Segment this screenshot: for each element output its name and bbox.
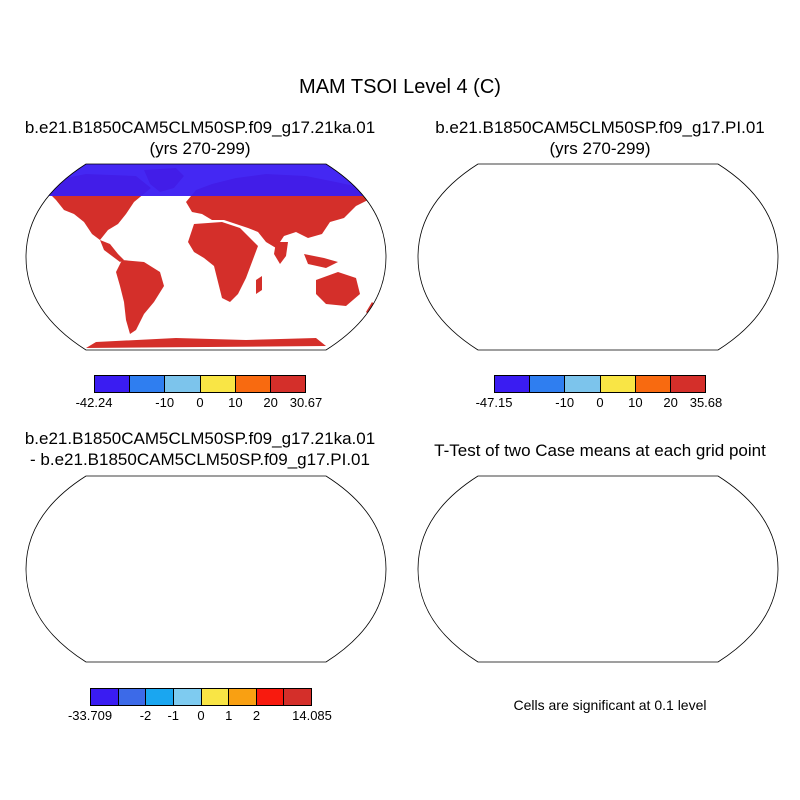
significance-note: Cells are significant at 0.1 level — [513, 697, 707, 713]
colorbar-tr-label: 0 — [596, 395, 604, 410]
panel-tl-title-line2: (yrs 270-299) — [149, 139, 251, 158]
colorbar-tl-label: 20 — [263, 395, 278, 410]
panel-tl-title: b.e21.B1850CAM5CLM50SP.f09_g17.21ka.01 (… — [0, 117, 400, 159]
colorbar-tl-label: 30.67 — [289, 395, 323, 410]
figure-title: MAM TSOI Level 4 (C) — [299, 76, 501, 98]
colorbar-bl-swatch-1 — [118, 689, 147, 705]
colorbar-tr-swatch-4 — [635, 376, 671, 392]
colorbar-bl-label: 1 — [225, 708, 233, 723]
colorbar-bl-label: -2 — [139, 708, 152, 723]
colorbar-bl-swatch-4 — [201, 689, 230, 705]
colorbar-tl-swatch-5 — [270, 376, 306, 392]
colorbar-tr-swatch-2 — [565, 376, 601, 392]
colorbar-tl-label: -42.24 — [75, 395, 113, 410]
colorbar-tl-swatch-1 — [130, 376, 166, 392]
map-panel-tl — [25, 163, 387, 351]
map-panel-bl — [25, 475, 387, 663]
colorbar-tr-swatch-5 — [670, 376, 706, 392]
colorbar-tr-swatch-3 — [600, 376, 636, 392]
panel-bl-title: b.e21.B1850CAM5CLM50SP.f09_g17.21ka.01 -… — [0, 428, 400, 470]
panel-br-title-line1: T-Test of two Case means at each grid po… — [434, 441, 766, 460]
colorbar-tr-label: -47.15 — [475, 395, 513, 410]
colorbar-tl-swatch-4 — [235, 376, 271, 392]
colorbar-tr-swatch-0 — [495, 376, 531, 392]
colorbar-tl-swatch-0 — [95, 376, 131, 392]
colorbar-bl-label: -33.709 — [67, 708, 113, 723]
colorbar-bl-swatch-7 — [284, 689, 311, 705]
colorbar-tr-swatch-1 — [530, 376, 566, 392]
colorbar-tl-label: 0 — [196, 395, 204, 410]
colorbar-tr-label: 10 — [628, 395, 643, 410]
panel-bl-title-line2: - b.e21.B1850CAM5CLM50SP.f09_g17.PI.01 — [30, 450, 370, 469]
colorbar-bl-swatch-5 — [229, 689, 257, 705]
colorbar-tl-label: -10 — [155, 395, 175, 410]
colorbar-tr-label: 35.68 — [689, 395, 723, 410]
panel-bl-title-line1: b.e21.B1850CAM5CLM50SP.f09_g17.21ka.01 — [24, 429, 376, 448]
colorbar-bl-swatch-3 — [173, 689, 202, 705]
band-cold-north — [26, 164, 386, 196]
panel-br-title: T-Test of two Case means at each grid po… — [400, 440, 800, 461]
colorbar-bl-label: 0 — [197, 708, 205, 723]
colorbar-bl — [90, 688, 312, 706]
colorbar-bl-swatch-2 — [146, 689, 174, 705]
colorbar-tr-label: 20 — [663, 395, 678, 410]
colorbar-tr — [494, 375, 706, 393]
colorbar-bl-label: -1 — [167, 708, 180, 723]
colorbar-bl-swatch-0 — [91, 689, 119, 705]
colorbar-tr-label: -10 — [555, 395, 575, 410]
panel-tr-title-line1: b.e21.B1850CAM5CLM50SP.f09_g17.PI.01 — [435, 118, 765, 137]
colorbar-bl-swatch-6 — [256, 689, 285, 705]
colorbar-tl-swatch-2 — [165, 376, 201, 392]
colorbar-bl-label: 14.085 — [292, 708, 332, 723]
panel-tr-title-line2: (yrs 270-299) — [549, 139, 651, 158]
panel-tr-title: b.e21.B1850CAM5CLM50SP.f09_g17.PI.01 (yr… — [400, 117, 800, 159]
colorbar-tl — [94, 375, 306, 393]
map-panel-tr — [417, 163, 779, 351]
colorbar-tl-swatch-3 — [200, 376, 236, 392]
colorbar-bl-label: 2 — [252, 708, 261, 723]
colorbar-tl-label: 10 — [228, 395, 243, 410]
map-panel-br — [417, 475, 779, 663]
panel-tl-title-line1: b.e21.B1850CAM5CLM50SP.f09_g17.21ka.01 — [24, 118, 376, 137]
